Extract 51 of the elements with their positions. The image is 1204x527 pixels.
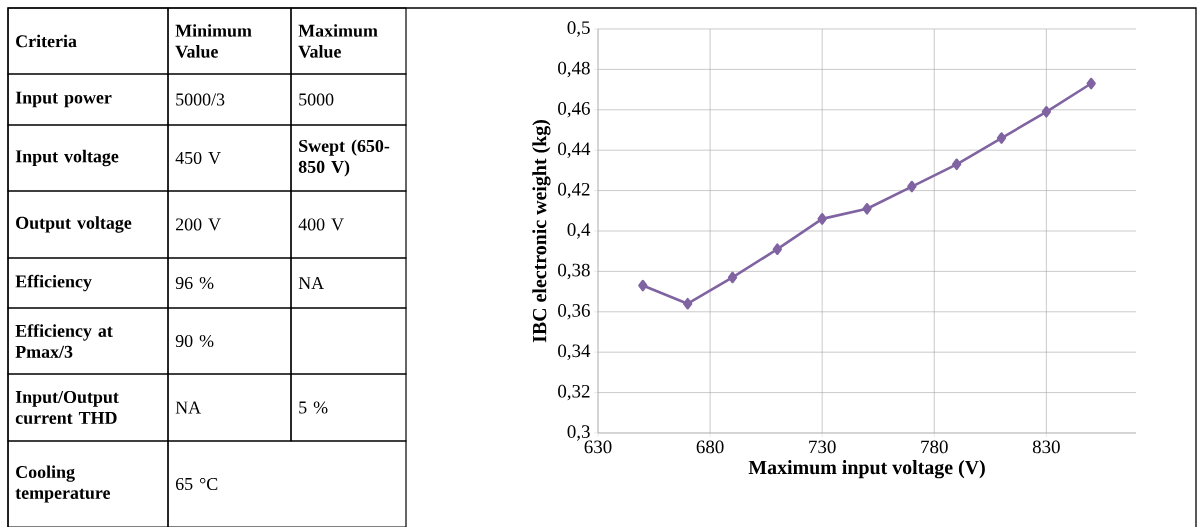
text: NA (298, 277, 324, 289)
y-tick-label: 0,4 (567, 223, 591, 239)
y-tick-label: 0,36 (558, 304, 590, 320)
y-tick-label: 0,32 (558, 384, 590, 401)
text: 96 % (175, 276, 214, 290)
text: Criteria (16, 34, 77, 48)
point (683, 297, 693, 310)
text: 5000 (299, 93, 334, 106)
text: Efficiency (15, 274, 92, 292)
x-tick-label: 630 (584, 440, 612, 454)
y-tick-label: 0,3 (567, 425, 590, 441)
text: Minimum Value (175, 24, 252, 58)
x-tick-label: 780 (921, 440, 948, 454)
point (862, 202, 872, 215)
text: Swept (650-850 V) (298, 139, 390, 177)
x-tick-label: 680 (696, 440, 724, 454)
x-tick-label: 730 (809, 440, 836, 454)
text: Input/Output current THD (15, 390, 119, 424)
text: 200 V (175, 218, 221, 231)
point (772, 243, 783, 255)
y-axis-title: IBC electronic weight (kg) (532, 119, 551, 343)
text: 90 % (175, 334, 214, 348)
point (638, 279, 648, 292)
text: 450 V (175, 151, 221, 165)
text: 400 V (298, 218, 344, 231)
point (907, 180, 917, 193)
point (1041, 106, 1052, 118)
y-tick-label: 0,42 (558, 182, 590, 199)
text: NA (175, 401, 201, 414)
text: 65 °C (175, 477, 218, 491)
point (727, 271, 738, 284)
y-tick-label: 0,46 (558, 102, 590, 118)
point (1086, 77, 1096, 90)
text: 5000/3 (176, 93, 225, 106)
y-tick-label: 0,44 (558, 142, 591, 158)
text: 5 % (299, 401, 328, 414)
text: Maximum Value (298, 24, 378, 58)
point (952, 158, 962, 171)
y-tick-label: 0,34 (558, 344, 591, 360)
text: Efficiency at Pmax/3 (15, 324, 113, 358)
x-axis-title: Maximum input voltage (V) (748, 460, 985, 479)
text: Cooling temperature (15, 465, 111, 503)
x-tick-label: 830 (1032, 440, 1060, 454)
y-tick-label: 0,38 (558, 263, 590, 280)
point (996, 132, 1007, 144)
y-tick-label: 0,48 (558, 61, 590, 78)
text: Input voltage (15, 149, 119, 167)
point (817, 213, 827, 225)
text: Output voltage (16, 216, 132, 233)
text: Input power (15, 91, 112, 108)
y-tick-label: 0,5 (567, 21, 590, 37)
